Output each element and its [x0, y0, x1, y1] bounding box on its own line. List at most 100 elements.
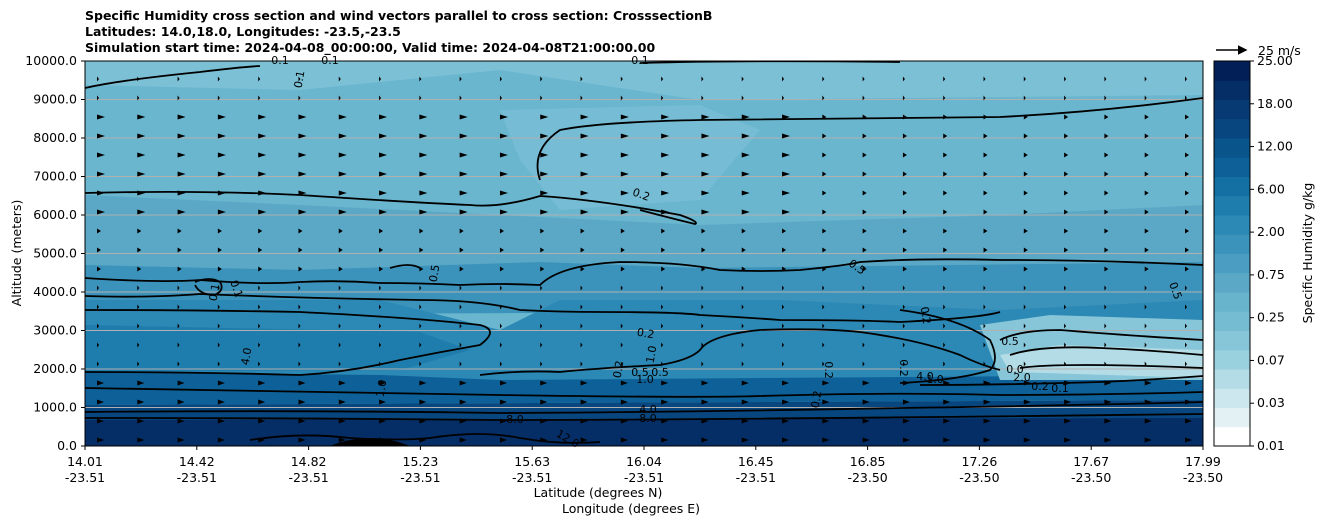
wind-vector — [499, 418, 507, 424]
wind-vector — [1144, 266, 1149, 272]
wind-vector — [822, 209, 827, 215]
wind-vector — [741, 437, 749, 443]
wind-vector — [540, 380, 548, 386]
wind-vector — [1064, 418, 1072, 424]
wind-vector — [177, 285, 180, 291]
wind-vector — [983, 437, 991, 443]
contour-label: 0.0 — [1006, 363, 1024, 376]
wind-vector — [298, 152, 307, 158]
wind-vector — [1185, 380, 1192, 386]
colorbar-band — [1214, 272, 1250, 293]
wind-vector — [580, 437, 588, 443]
wind-vector — [902, 247, 907, 253]
wind-vector — [419, 133, 428, 139]
wind-vector — [1023, 95, 1026, 101]
wind-vector — [902, 95, 905, 101]
wind-vector — [137, 171, 146, 177]
wind-vector — [701, 228, 706, 234]
wind-vector — [379, 171, 388, 177]
wind-vector — [459, 323, 462, 329]
contour-line-0.5-lower — [479, 328, 1001, 376]
wind-vector — [217, 228, 222, 234]
colorbar-tick-label: 18.00 — [1257, 96, 1293, 111]
wind-vector — [620, 190, 629, 196]
wind-vector — [902, 133, 907, 139]
wind-vector — [298, 95, 301, 101]
y-tick-label: 6000.0 — [33, 207, 77, 222]
wind-vector — [1064, 114, 1069, 120]
wind-vector — [822, 152, 827, 158]
wind-vector — [499, 266, 504, 272]
wind-vector — [137, 380, 145, 386]
x-tick-label-lat: 14.01 — [67, 454, 103, 469]
wind-vector — [580, 266, 585, 272]
wind-vector — [782, 323, 785, 329]
wind-vector — [298, 228, 303, 234]
colorbar-tick-label: 6.00 — [1257, 181, 1285, 196]
wind-vector — [499, 190, 508, 196]
wind-vector — [97, 361, 99, 367]
y-tick-label: 1000.0 — [33, 400, 77, 415]
chart-title-line-1: Specific Humidity cross section and wind… — [85, 8, 713, 23]
wind-vector — [499, 76, 502, 82]
wind-vector — [580, 76, 583, 82]
wind-vector — [338, 266, 343, 272]
wind-vector — [1185, 209, 1189, 215]
wind-vector — [661, 323, 664, 329]
wind-vector — [902, 361, 905, 367]
wind-vector — [258, 380, 266, 386]
fill-band-moist-left — [85, 325, 470, 372]
wind-vector — [258, 190, 267, 196]
x-tick-label-lat: 16.85 — [850, 454, 886, 469]
wind-vector — [298, 190, 307, 196]
wind-vector — [97, 76, 99, 82]
wind-vector — [661, 209, 670, 215]
wind-vector — [459, 361, 462, 367]
wind-vector — [661, 399, 669, 405]
wind-vector — [620, 171, 629, 177]
x-tick-label-lat: 14.82 — [291, 454, 327, 469]
contour-line-0.5-right — [999, 329, 1203, 341]
wind-vector — [137, 342, 140, 348]
wind-vector — [217, 247, 222, 253]
wind-vector — [137, 437, 145, 443]
contour-line-0.2-lower-right — [919, 375, 1203, 386]
wind-vector — [902, 152, 907, 158]
wind-vector — [379, 342, 382, 348]
wind-vector — [661, 228, 666, 234]
wind-vector — [379, 304, 382, 310]
wind-vector — [1144, 209, 1149, 215]
wind-vector — [499, 285, 502, 291]
wind-vector — [580, 209, 589, 215]
wind-vector — [499, 361, 502, 367]
fill-band-boundary — [85, 372, 1203, 405]
wind-vector — [177, 95, 180, 101]
wind-key-label: 25 m/s — [1258, 43, 1301, 58]
wind-vector — [902, 76, 905, 82]
wind-vector — [822, 380, 830, 386]
wind-vector — [701, 190, 710, 196]
wind-vector — [1185, 152, 1189, 158]
wind-vector — [338, 380, 346, 386]
wind-vector — [137, 323, 140, 329]
wind-vector — [661, 342, 664, 348]
wind-vector — [1023, 361, 1026, 367]
contour-label: 0.5 — [651, 366, 669, 379]
wind-vector — [862, 285, 865, 291]
wind-vector — [97, 114, 105, 120]
contour-label: 8.0 — [639, 412, 657, 425]
wind-vector — [177, 266, 182, 272]
contour-label: 0.5 — [1166, 280, 1184, 301]
wind-vector — [258, 228, 263, 234]
wind-vector — [1064, 228, 1069, 234]
wind-vector — [580, 247, 585, 253]
y-axis: 0.0 1000.0 2000.0 3000.0 4000.0 5000.0 6000.0 7… — [25, 53, 85, 453]
wind-vector — [258, 152, 267, 158]
wind-vector — [862, 76, 865, 82]
wind-vector — [1023, 247, 1028, 253]
wind-vector — [943, 114, 948, 120]
wind-vector — [540, 437, 548, 443]
wind-vector — [137, 209, 146, 215]
wind-vector — [983, 171, 988, 177]
wind-vector — [217, 114, 226, 120]
